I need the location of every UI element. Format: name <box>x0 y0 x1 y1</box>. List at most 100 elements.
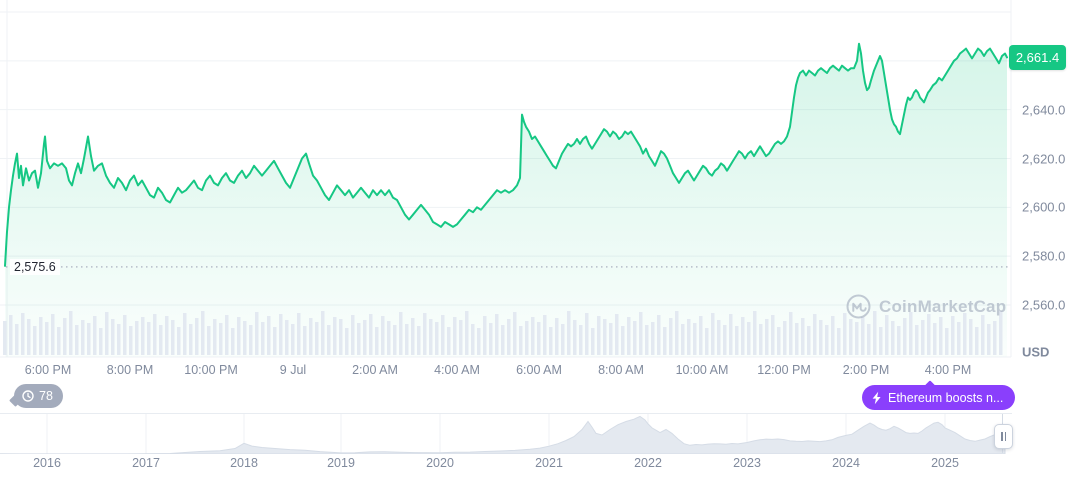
volume-bar <box>837 328 841 355</box>
volume-bar <box>915 325 919 355</box>
volume-bar <box>213 319 217 355</box>
volume-bar <box>345 328 349 355</box>
navigator-mini-chart[interactable] <box>0 414 1012 455</box>
volume-bar <box>723 325 727 355</box>
volume-bar <box>945 328 949 355</box>
news-annotation-pill[interactable]: Ethereum boosts n... <box>862 385 1016 410</box>
price-line-chart[interactable] <box>0 0 1012 358</box>
volume-bar <box>891 321 895 355</box>
volume-bar <box>441 315 445 355</box>
volume-bar <box>69 311 73 355</box>
volume-bar <box>537 322 541 355</box>
main-plot-area[interactable] <box>0 0 1012 358</box>
volume-bar <box>333 317 337 355</box>
volume-bar <box>459 320 463 355</box>
volume-bar <box>921 320 925 355</box>
volume-bar <box>693 323 697 355</box>
volume-bar <box>303 326 307 355</box>
volume-bar <box>591 328 595 355</box>
navigator-year-label: 2023 <box>733 456 761 470</box>
volume-bar <box>225 315 229 355</box>
volume-bar <box>39 317 43 355</box>
volume-bar <box>195 318 199 355</box>
price-axis: USD 2,640.0 2,620.0 2,600.0 2,580.0 2,560.0 <box>1012 0 1072 360</box>
volume-bar <box>711 313 715 355</box>
volume-bar <box>93 316 97 355</box>
volume-bar <box>261 322 265 355</box>
volume-bar <box>735 326 739 355</box>
time-tick-label: 4:00 AM <box>434 363 480 377</box>
volume-bar <box>435 322 439 355</box>
volume-bar <box>15 324 19 355</box>
volume-bar <box>729 314 733 355</box>
volume-bar <box>201 311 205 355</box>
volume-bar <box>309 318 313 355</box>
volume-bar <box>777 327 781 355</box>
volume-bar <box>765 319 769 355</box>
volume-bar <box>405 324 409 355</box>
volume-bar <box>99 328 103 355</box>
range-navigator[interactable] <box>0 413 1012 455</box>
volume-bar <box>999 311 1003 355</box>
volume-bar <box>51 314 55 355</box>
volume-bar <box>897 326 901 355</box>
volume-bar <box>27 319 31 355</box>
volume-bar <box>231 328 235 355</box>
volume-bar <box>825 325 829 355</box>
volume-bar <box>429 319 433 355</box>
volume-bar <box>585 313 589 355</box>
navigator-area <box>0 415 1006 455</box>
volume-bar <box>507 319 511 355</box>
volume-bar <box>297 313 301 355</box>
volume-bar <box>525 321 529 355</box>
volume-bar <box>669 318 673 355</box>
volume-bar <box>633 321 637 355</box>
volume-bar <box>939 317 943 355</box>
volume-bar <box>465 311 469 355</box>
volume-bar <box>207 326 211 355</box>
navigator-year-axis: 2016 2017 2018 2019 2020 2021 2022 2023 2024 2025 <box>0 456 1012 472</box>
volume-bar <box>327 325 331 355</box>
history-annotations-pill[interactable]: 78 <box>14 384 63 408</box>
volume-bar <box>111 319 115 355</box>
volume-bar <box>57 327 61 355</box>
volume-bar <box>855 322 859 355</box>
volume-bar <box>189 324 193 355</box>
volume-bar <box>135 321 139 355</box>
time-tick-label: 4:00 PM <box>924 363 972 377</box>
time-tick-label: 10:00 AM <box>675 363 729 377</box>
volume-bar <box>603 319 607 355</box>
current-price-badge: 2,661.4 <box>1009 44 1066 70</box>
volume-bar <box>237 317 241 355</box>
time-axis: 6:00 PM 8:00 PM 10:00 PM 9 Jul 2:00 AM 4:00 A… <box>0 361 1012 379</box>
open-price-label: 2,575.6 <box>10 258 60 275</box>
navigator-resize-handle[interactable] <box>994 424 1013 449</box>
volume-bar <box>183 313 187 355</box>
navigator-year-label: 2016 <box>33 456 61 470</box>
volume-bar <box>783 321 787 355</box>
price-line[interactable] <box>4 42 1008 267</box>
volume-bar <box>255 312 259 355</box>
price-tick-label: 2,560.0 <box>1022 297 1066 313</box>
volume-bar <box>747 322 751 355</box>
volume-bar <box>639 312 643 355</box>
navigator-year-label: 2021 <box>535 456 563 470</box>
volume-bar <box>819 320 823 355</box>
volume-bar <box>987 324 991 355</box>
volume-bar <box>681 324 685 355</box>
navigator-year-label: 2020 <box>426 456 454 470</box>
volume-bar <box>705 328 709 355</box>
price-area-fill <box>5 43 1007 357</box>
volume-bar <box>663 327 667 355</box>
pause-bars-icon <box>1001 432 1003 441</box>
volume-bar <box>543 315 547 355</box>
price-axis-unit: USD <box>1022 344 1050 360</box>
clock-history-icon <box>21 389 35 403</box>
volume-bar <box>63 318 67 355</box>
volume-bar <box>651 322 655 355</box>
volume-bar <box>927 314 931 355</box>
volume-bar <box>975 327 979 355</box>
volume-bar <box>981 315 985 355</box>
volume-bar <box>45 322 49 355</box>
